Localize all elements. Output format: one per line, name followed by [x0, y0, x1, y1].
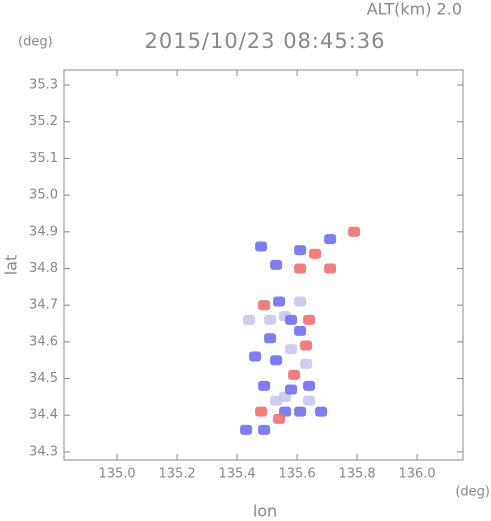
chart-title: 2015/10/23 08:45:36	[144, 29, 385, 53]
y-tick-label: 35.2	[29, 114, 58, 129]
radar-echo	[294, 245, 307, 256]
y-tick-label: 34.6	[29, 334, 58, 349]
radar-echo	[243, 314, 256, 325]
radar-echo	[294, 263, 307, 274]
radar-echo	[294, 296, 307, 307]
y-tick-label: 35.0	[29, 188, 58, 203]
radar-echo	[303, 380, 316, 391]
y-unit: (deg)	[18, 35, 53, 50]
radar-echo	[258, 300, 271, 311]
plot-frame	[63, 69, 464, 461]
radar-echo	[273, 296, 286, 307]
y-tick-label: 34.4	[29, 408, 58, 423]
radar-echo	[294, 406, 307, 417]
radar-echo	[240, 424, 253, 435]
radar-echo	[309, 248, 322, 259]
x-tick-label: 135.2	[158, 467, 195, 482]
radar-echo	[285, 384, 298, 395]
radar-echo	[303, 395, 316, 406]
radar-echo	[285, 314, 298, 325]
x-axis-title: lon	[253, 502, 277, 521]
radar-echo	[264, 333, 277, 344]
radar-echo	[255, 406, 268, 417]
x-unit: (deg)	[455, 485, 490, 500]
radar-echo	[300, 340, 313, 351]
radar-echo	[255, 241, 268, 252]
radar-echo	[324, 263, 337, 274]
y-tick-label: 34.7	[29, 298, 58, 313]
radar-echo	[270, 395, 283, 406]
radar-echo	[258, 424, 271, 435]
radar-echo	[348, 226, 361, 237]
y-tick-label: 35.1	[29, 151, 58, 166]
x-tick-label: 135.6	[278, 467, 315, 482]
radar-echo	[273, 413, 286, 424]
radar-echo	[303, 314, 316, 325]
radar-echo	[315, 406, 328, 417]
y-tick-label: 34.8	[29, 261, 58, 276]
radar-echo	[285, 344, 298, 355]
radar-echo	[258, 380, 271, 391]
altitude-label: ALT(km) 2.0	[367, 0, 462, 19]
radar-echo	[270, 355, 283, 366]
y-tick-label: 34.5	[29, 371, 58, 386]
radar-echo	[264, 314, 277, 325]
radar-echo	[249, 351, 262, 362]
radar-echo	[324, 234, 337, 245]
x-tick-label: 135.8	[338, 467, 375, 482]
x-tick-label: 136.0	[398, 467, 435, 482]
y-tick-label: 34.3	[29, 444, 58, 459]
radar-echo	[300, 358, 313, 369]
y-axis-title: lat	[2, 255, 21, 276]
radar-echo	[288, 369, 301, 380]
radar-echo	[270, 259, 283, 270]
y-tick-label: 35.3	[29, 78, 58, 93]
x-tick-label: 135.4	[218, 467, 255, 482]
x-tick-label: 135.0	[98, 467, 135, 482]
radar-echo	[294, 325, 307, 336]
y-tick-label: 34.9	[29, 224, 58, 239]
